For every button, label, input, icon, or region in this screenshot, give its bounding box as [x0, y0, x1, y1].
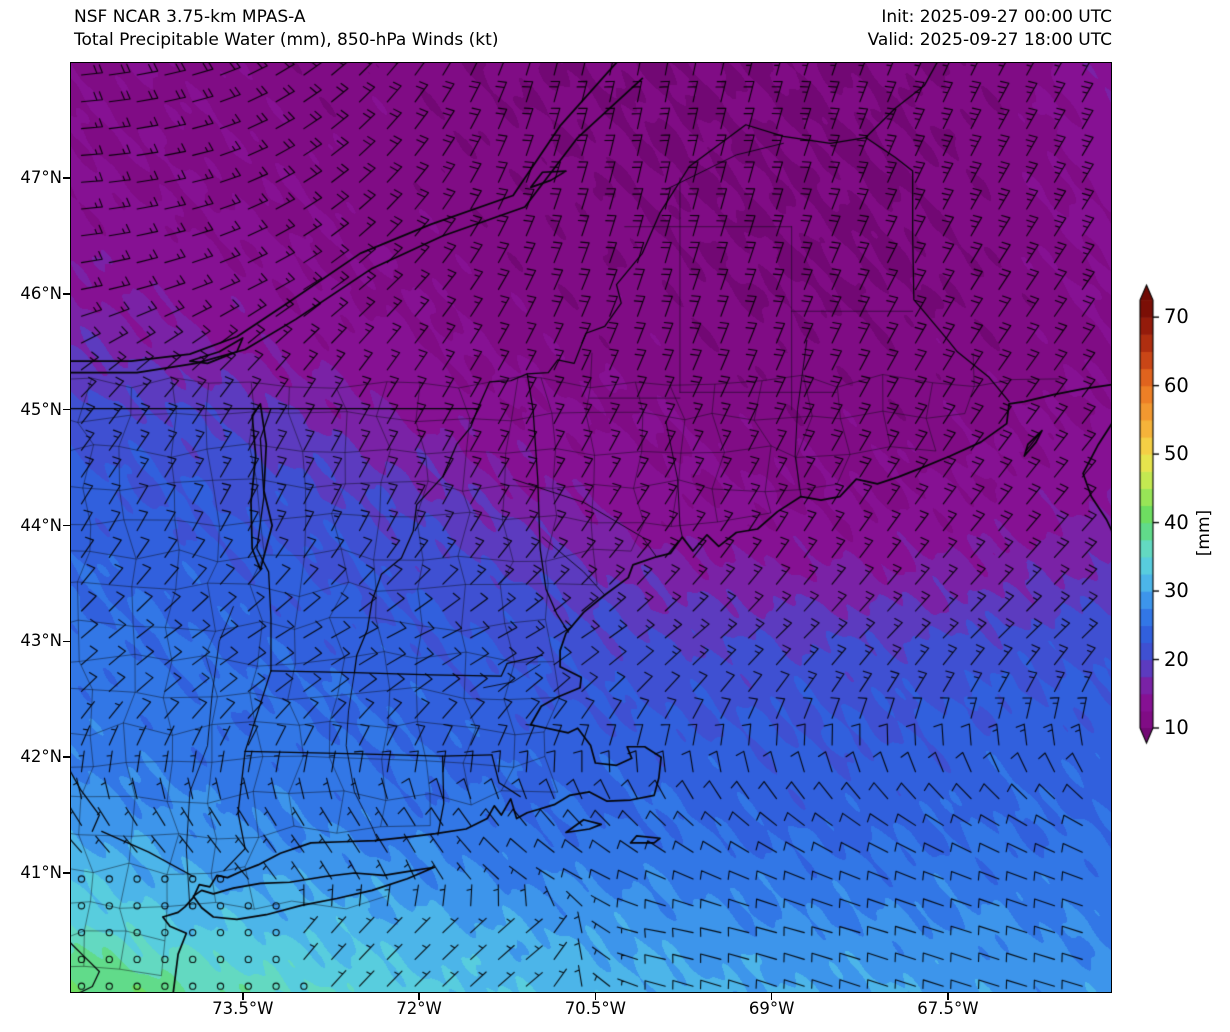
- y-tick-label: 46°N: [20, 283, 62, 303]
- y-tick-mark: [63, 640, 70, 643]
- time-block: Init: 2025-09-27 00:00 UTC Valid: 2025-0…: [868, 6, 1112, 52]
- colorbar-unit-label: [mm]: [1194, 509, 1214, 557]
- colorbar-tick-label: 30: [1164, 579, 1189, 603]
- x-tick-label: 73.5°W: [212, 999, 274, 1018]
- y-tick-label: 43°N: [20, 631, 62, 651]
- map-plot-canvas: [70, 62, 1112, 993]
- y-tick-mark: [63, 756, 70, 758]
- colorbar-tick-label: 70: [1164, 305, 1189, 329]
- colorbar-canvas: [1130, 278, 1210, 764]
- colorbar-tick-label: 60: [1164, 373, 1189, 397]
- init-time-label: Init: 2025-09-27 00:00 UTC: [881, 7, 1112, 27]
- y-tick-label: 45°N: [20, 399, 62, 419]
- y-tick-mark: [63, 293, 70, 295]
- colorbar-tick-label: 50: [1164, 442, 1189, 466]
- x-tick-mark: [418, 993, 420, 1000]
- x-tick-mark: [770, 993, 773, 1000]
- x-tick-label: 69°W: [748, 999, 795, 1018]
- y-tick-label: 47°N: [20, 168, 62, 188]
- title-block: NSF NCAR 3.75-km MPAS-A Total Precipitab…: [74, 6, 498, 52]
- y-tick-label: 44°N: [20, 515, 62, 535]
- y-tick-mark: [63, 177, 70, 179]
- field-title: Total Precipitable Water (mm), 850-hPa W…: [74, 30, 499, 50]
- y-tick-mark: [63, 872, 70, 874]
- colorbar-tick-label: 20: [1164, 647, 1189, 671]
- x-tick-label: 67.5°W: [917, 999, 979, 1018]
- model-title: NSF NCAR 3.75-km MPAS-A: [74, 7, 306, 27]
- y-tick-label: 41°N: [20, 863, 62, 882]
- y-tick-label: 42°N: [20, 747, 62, 767]
- x-tick-mark: [947, 993, 949, 1000]
- y-tick-mark: [63, 408, 70, 411]
- x-tick-mark: [242, 993, 244, 1000]
- x-tick-label: 72°W: [396, 999, 442, 1018]
- x-tick-mark: [594, 993, 597, 1000]
- x-tick-label: 70.5°W: [564, 999, 626, 1018]
- colorbar-tick-label: 10: [1164, 716, 1189, 739]
- y-tick-mark: [63, 524, 70, 527]
- valid-time-label: Valid: 2025-09-27 18:00 UTC: [867, 30, 1112, 50]
- colorbar-tick-label: 40: [1164, 510, 1189, 534]
